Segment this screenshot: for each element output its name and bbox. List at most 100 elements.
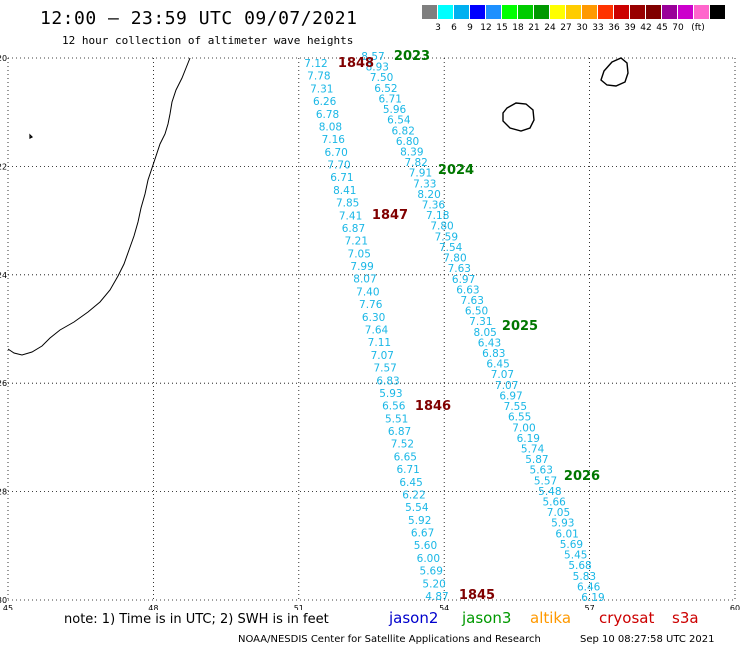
wave-height-value: 5.48 (538, 486, 561, 498)
wave-height-value: 7.63 (448, 263, 471, 275)
colorbar-swatch (518, 5, 534, 19)
wave-height-value: 6.45 (399, 477, 422, 489)
colorbar-label: 3 (435, 23, 441, 33)
units-note: note: 1) Time is in UTC; 2) SWH is in fe… (64, 612, 329, 627)
colorbar-label: 12 (480, 23, 492, 33)
wave-height-value: 7.59 (435, 231, 458, 243)
colorbar-label: 18 (512, 23, 524, 33)
colorbar-label: 45 (656, 23, 668, 33)
wave-height-value: 7.50 (370, 72, 393, 84)
wave-height-value: 8.20 (417, 189, 440, 201)
wave-height-value: 5.96 (383, 104, 407, 116)
colorbar-label: 42 (640, 23, 652, 33)
page-subtitle: 12 hour collection of altimeter wave hei… (62, 34, 354, 47)
colorbar-swatch (582, 5, 598, 19)
wave-height-value: 5.57 (534, 475, 557, 487)
wave-height-value: 7.40 (356, 286, 379, 298)
wave-height-value: 5.54 (405, 502, 429, 514)
wave-height-value: 7.05 (348, 248, 371, 260)
wave-height-value: 7.16 (322, 134, 346, 146)
pass-id-label: 1848 (338, 56, 374, 71)
wave-height-value: 6.82 (392, 125, 415, 137)
wave-height-value: 8.57 (361, 51, 384, 63)
wave-height-value: 7.00 (512, 422, 535, 434)
wave-height-value: 6.87 (388, 426, 411, 438)
wave-height-value: 5.45 (564, 550, 587, 562)
wave-height-value: 7.99 (350, 261, 373, 273)
pass-id-label: 1847 (372, 208, 408, 223)
wave-height-value: 6.87 (342, 223, 365, 235)
legend-jason3: jason3 (462, 609, 512, 627)
wave-height-value: 6.83 (376, 375, 399, 387)
wave-height-value: 7.36 (422, 200, 446, 212)
legend-altika: altika (530, 609, 572, 627)
wave-height-value: 7.31 (310, 83, 333, 95)
wave-height-value: 7.18 (426, 210, 449, 222)
wave-height-value: 7.54 (439, 242, 463, 254)
wave-height-value: 8.08 (319, 121, 342, 133)
wave-height-value: 6.26 (313, 96, 337, 108)
wave-height-value: 5.63 (530, 465, 553, 477)
wave-height-value: 8.41 (333, 185, 356, 197)
wave-height-value: 6.19 (581, 592, 604, 604)
wave-height-value: 5.92 (408, 515, 431, 527)
colorbar-swatch (598, 5, 614, 19)
wave-height-value: 6.65 (394, 451, 417, 463)
wave-height-value: 6.22 (402, 489, 425, 501)
colorbar-swatch (534, 5, 550, 19)
colorbar-swatch (486, 5, 502, 19)
x-tick-label: 57 (585, 604, 595, 610)
credit-text: NOAA/NESDIS Center for Satellite Applica… (238, 634, 541, 645)
wave-height-value: 5.20 (422, 578, 445, 590)
wave-height-value: 7.85 (336, 198, 359, 210)
colorbar-label: 9 (467, 23, 473, 33)
wave-height-value: 6.19 (517, 433, 540, 445)
page-title: 12:00 — 23:59 UTC 09/07/2021 (40, 8, 358, 29)
colorbar-swatch (502, 5, 518, 19)
colorbar-label: 27 (560, 23, 572, 33)
pass-labels: 1848 2023 1847 2024 2025 1846 2026 1845 (338, 49, 600, 603)
colorbar-label: 36 (608, 23, 620, 33)
wave-height-value: 5.93 (379, 388, 402, 400)
x-tick-label: 60 (730, 604, 740, 610)
colorbar-label: 30 (576, 23, 588, 33)
wave-height-value: 6.80 (396, 136, 419, 148)
wave-height-value: 7.41 (339, 210, 362, 222)
wave-height-value: 5.68 (568, 560, 591, 572)
wave-height-value: 7.12 (304, 58, 327, 70)
y-tick-label: -26 (0, 379, 7, 388)
reunion-island-outline (502, 102, 535, 132)
wave-height-value: 7.05 (547, 507, 570, 519)
wave-height-value: 7.11 (368, 337, 391, 349)
colorbar-label: 33 (592, 23, 604, 33)
wave-height-value: 6.83 (482, 348, 505, 360)
pass-id-label: 2023 (394, 49, 430, 64)
y-tick-label: -22 (0, 162, 7, 171)
pass-id-label: 2025 (502, 319, 538, 334)
generation-timestamp: Sep 10 08:27:58 UTC 2021 (580, 634, 715, 645)
colorbar-swatch (646, 5, 662, 19)
colorbar-swatch (614, 5, 630, 19)
wave-height-value: 7.63 (461, 295, 484, 307)
colorbar-swatch (694, 5, 710, 19)
colorbar-swatch (710, 5, 726, 19)
x-tick-label: 48 (148, 604, 158, 610)
colorbar-swatch (470, 5, 486, 19)
x-tick-label: 51 (294, 604, 304, 610)
wave-height-value: 7.82 (404, 157, 427, 169)
wave-height-value: 7.78 (307, 71, 330, 83)
pass-id-label: 1845 (459, 588, 495, 603)
axis-ticks: 45 48 51 54 57 60 -20 -22 -24 -26 -28 -30 (0, 54, 740, 610)
wave-height-value: 7.55 (504, 401, 527, 413)
pass-id-label: 1846 (415, 399, 451, 414)
wave-height-value: 4.87 (425, 591, 448, 603)
colorbar-swatch (422, 5, 438, 19)
y-tick-label: -30 (0, 596, 7, 605)
wave-height-value: 5.66 (542, 497, 566, 509)
wave-height-value: 6.55 (508, 412, 531, 424)
wave-height-value: 6.97 (499, 390, 522, 402)
wave-height-value: 5.69 (420, 566, 443, 578)
legend-s3a: s3a (672, 609, 699, 627)
wave-height-value: 5.51 (385, 413, 408, 425)
